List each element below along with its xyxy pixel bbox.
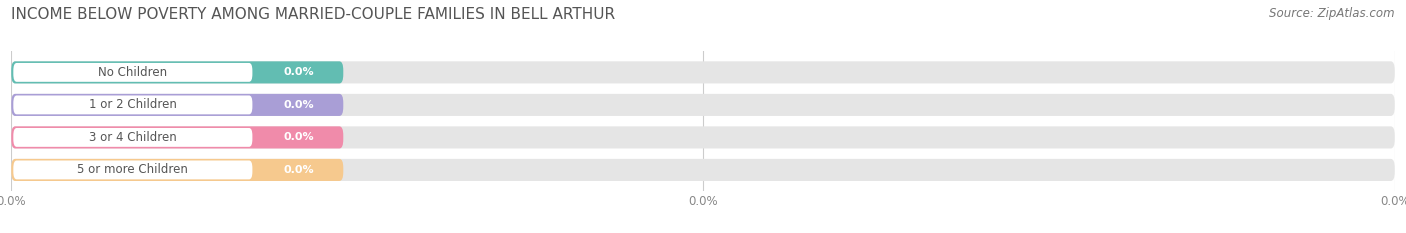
FancyBboxPatch shape [11,126,1395,148]
Text: 0.0%: 0.0% [283,132,314,142]
Text: 3 or 4 Children: 3 or 4 Children [89,131,177,144]
Text: 1 or 2 Children: 1 or 2 Children [89,98,177,111]
FancyBboxPatch shape [11,159,1395,181]
Text: 0.0%: 0.0% [283,67,314,77]
Text: INCOME BELOW POVERTY AMONG MARRIED-COUPLE FAMILIES IN BELL ARTHUR: INCOME BELOW POVERTY AMONG MARRIED-COUPL… [11,7,616,22]
Text: 5 or more Children: 5 or more Children [77,163,188,176]
Text: 0.0%: 0.0% [283,165,314,175]
FancyBboxPatch shape [11,61,1395,83]
Text: 0.0%: 0.0% [283,100,314,110]
FancyBboxPatch shape [13,128,253,147]
FancyBboxPatch shape [13,161,253,179]
Text: No Children: No Children [98,66,167,79]
Text: Source: ZipAtlas.com: Source: ZipAtlas.com [1270,7,1395,20]
FancyBboxPatch shape [11,61,343,83]
FancyBboxPatch shape [11,94,343,116]
FancyBboxPatch shape [13,63,253,82]
FancyBboxPatch shape [11,159,343,181]
FancyBboxPatch shape [11,126,343,148]
FancyBboxPatch shape [13,96,253,114]
FancyBboxPatch shape [11,94,1395,116]
